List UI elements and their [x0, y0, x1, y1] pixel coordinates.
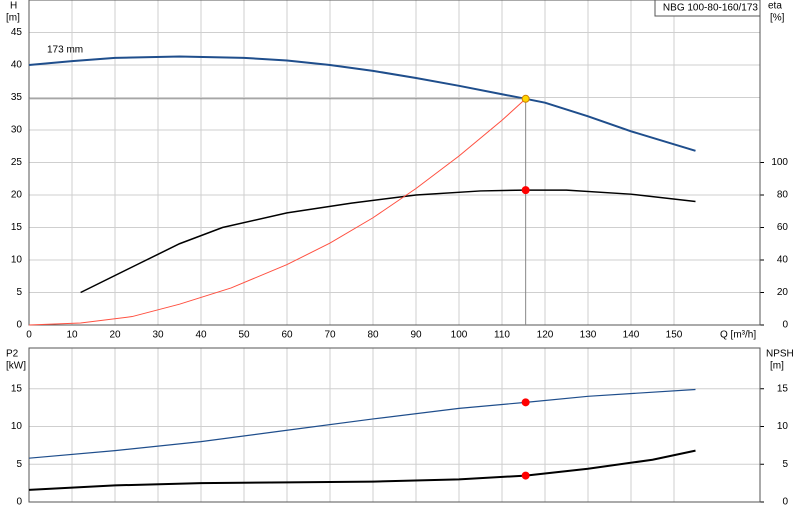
curve — [28, 55, 696, 152]
y-tick-label: 40 — [11, 60, 23, 71]
x-tick-label: 80 — [367, 330, 379, 341]
y-axis-unit: [kW] — [6, 361, 26, 372]
x-tick-label: 130 — [580, 330, 597, 341]
plot-frame — [28, 0, 761, 326]
y2-tick-label: 100 — [771, 157, 788, 168]
x-tick-label: 90 — [410, 330, 422, 341]
y-tick-label: 10 — [11, 421, 23, 432]
y2-tick-label: 60 — [777, 222, 789, 233]
operating-point — [521, 94, 530, 103]
x-tick-label: 60 — [281, 330, 293, 341]
x-tick-label: 40 — [195, 330, 207, 341]
y-tick-label: 35 — [11, 92, 23, 103]
y-tick-label: 30 — [11, 125, 23, 136]
curve — [28, 98, 526, 326]
curve — [28, 449, 696, 491]
y2-axis-label: eta — [768, 1, 782, 12]
x-tick-label: 70 — [324, 330, 336, 341]
y2-tick-label: 5 — [782, 459, 788, 470]
y2-tick-label: 80 — [777, 190, 789, 201]
title-box — [654, 0, 761, 17]
x-tick-label: 100 — [451, 330, 468, 341]
y2-tick-label: 0 — [782, 320, 788, 331]
y-axis-unit: [m] — [6, 13, 20, 24]
y-tick-label: 10 — [11, 255, 23, 266]
operating-point — [521, 471, 530, 480]
x-tick-label: 110 — [494, 330, 510, 341]
y-tick-label: 15 — [11, 383, 23, 394]
x-tick-label: 0 — [26, 330, 32, 341]
y2-axis-label: NPSH — [766, 349, 794, 360]
x-axis-label: Q [m³/h] — [720, 330, 756, 341]
x-tick-label: 30 — [152, 330, 164, 341]
curve — [80, 189, 696, 294]
y-tick-label: 0 — [16, 320, 22, 331]
y2-tick-label: 40 — [777, 255, 789, 266]
y-axis-label: H — [10, 1, 17, 12]
y-tick-label: 25 — [11, 157, 23, 168]
y2-tick-label: 15 — [777, 383, 789, 394]
x-tick-label: 120 — [537, 330, 554, 341]
x-tick-label: 50 — [238, 330, 250, 341]
y-tick-label: 0 — [16, 497, 22, 508]
annotation: 173 mm — [47, 45, 83, 56]
y2-tick-label: 20 — [777, 287, 789, 298]
y-tick-label: 20 — [11, 190, 23, 201]
y-tick-label: 5 — [16, 287, 22, 298]
x-tick-label: 150 — [666, 330, 683, 341]
curve — [28, 388, 696, 459]
y2-axis-unit: [m] — [770, 361, 784, 372]
chart-title: NBG 100-80-160/173 — [663, 3, 759, 14]
y-tick-label: 15 — [11, 222, 23, 233]
y-tick-label: 5 — [16, 459, 22, 470]
x-tick-label: 140 — [623, 330, 640, 341]
y2-tick-label: 10 — [777, 421, 789, 432]
x-tick-label: 10 — [66, 330, 78, 341]
x-tick-label: 20 — [109, 330, 121, 341]
y2-tick-label: 0 — [782, 497, 788, 508]
y2-axis-unit: [%] — [770, 13, 785, 24]
plot-frame — [28, 347, 761, 503]
operating-point — [521, 186, 530, 195]
operating-point — [521, 398, 530, 407]
y-axis-label: P2 — [6, 349, 19, 360]
y-tick-label: 45 — [11, 27, 23, 38]
